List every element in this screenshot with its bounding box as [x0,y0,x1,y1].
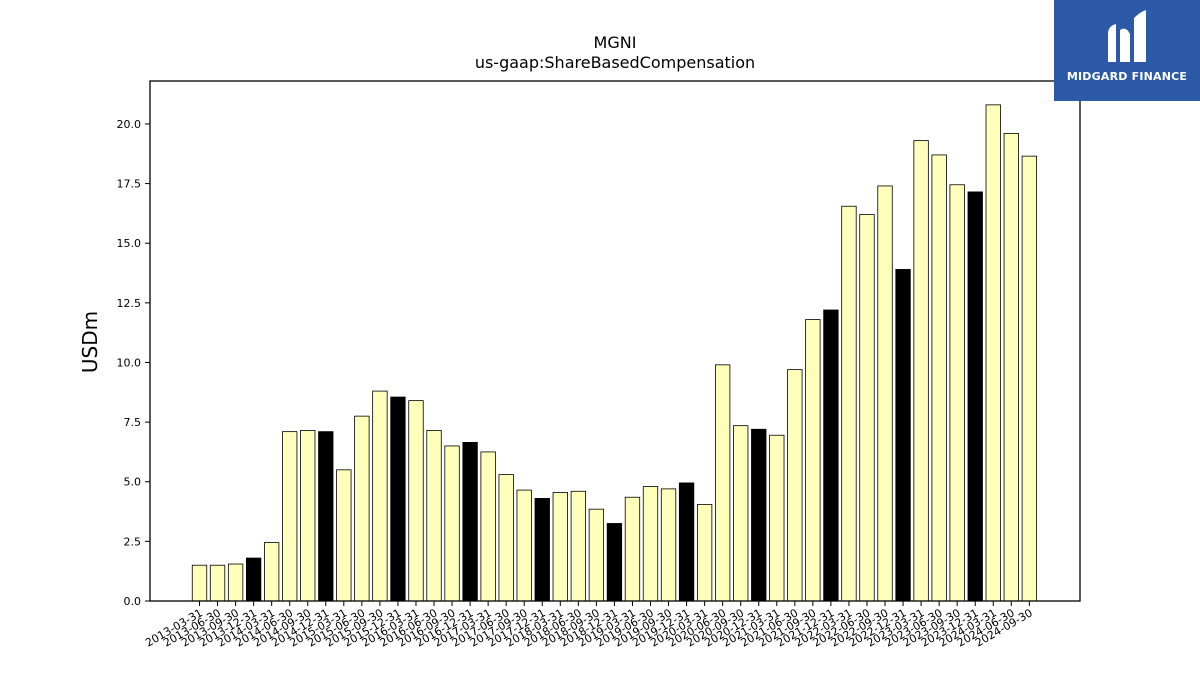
chart-subtitle: us-gaap:ShareBasedCompensation [475,53,755,72]
bar-2016-06-30 [426,430,442,602]
bar-2021-06-30 [787,369,803,602]
bar-2018-12-31 [606,523,623,602]
bar-2020-03-31 [696,503,713,602]
bar-2016-03-31 [408,400,424,602]
bar-2023-12-31 [967,191,983,602]
y-axis-label: USDm [78,311,102,373]
y-tick-label: 17.5 [117,178,142,191]
y-tick-label: 0.0 [124,595,142,608]
y-axis-ticks: 0.0 2.5 5.0 7.5 10.0 12.5 15.0 17.5 20.0 [117,118,150,608]
bar-2023-03-31 [913,140,929,602]
bar-2018-09-30 [588,508,605,602]
bar-2019-03-31 [624,496,641,602]
bar-2023-09-30 [949,184,965,602]
bar-2021-12-31 [823,309,839,602]
y-tick-label: 2.5 [124,535,142,548]
bar-2020-12-31 [751,428,767,602]
brand-logo: MIDGARD FINANCE [1054,0,1200,101]
bar-2013-09-30 [227,563,244,602]
y-tick-label: 5.0 [124,476,142,489]
bar-2020-09-30 [733,425,749,602]
bar-2013-06-30 [209,564,226,602]
bar-2017-12-31 [534,498,550,602]
bar-2015-03-31 [336,469,352,602]
y-tick-label: 15.0 [117,237,142,250]
y-tick-label: 7.5 [124,416,142,429]
bar-2019-06-30 [642,486,659,602]
bar-2020-06-30 [715,364,731,602]
bar-2024-09-30 [1021,155,1037,602]
bar-2022-06-30 [859,214,875,602]
bar-2023-06-30 [931,154,947,602]
bar-2024-03-31 [985,104,1001,602]
bar-2014-12-31 [318,431,334,602]
bar-2018-03-31 [552,492,568,602]
bar-2015-06-30 [354,415,370,602]
bar-2022-09-30 [877,185,893,602]
bar-2022-03-31 [841,205,857,602]
bar-2022-12-31 [895,269,911,602]
x-axis-ticks: 2013-03-312013-06-302013-09-302013-12-31… [143,601,1035,650]
bar-2021-03-31 [769,434,785,602]
bar-2014-03-31 [264,542,280,602]
bar-2021-09-30 [805,319,821,602]
bar-2018-06-30 [570,490,586,602]
bar-2015-12-31 [390,396,406,602]
logo-mark-icon [1108,10,1146,63]
y-tick-label: 12.5 [117,297,142,310]
y-tick-label: 20.0 [117,118,142,131]
bar-2013-03-31 [191,564,208,602]
bar-2015-09-30 [372,390,388,602]
brand-name: MIDGARD FINANCE [1066,70,1188,83]
chart-title: MGNI [594,33,637,52]
bar-2024-06-30 [1003,133,1019,602]
bar-2019-12-31 [678,482,695,602]
bar-2016-09-30 [444,445,460,602]
plot-frame [149,80,1081,602]
bar-2016-12-31 [462,441,478,602]
bar-2013-12-31 [245,557,262,602]
bar-2017-03-31 [480,451,496,602]
bar-2017-06-30 [498,474,514,602]
bar-2014-09-30 [300,430,316,602]
y-tick-label: 10.0 [117,356,142,369]
bar-2019-09-30 [660,488,677,602]
bars-group [191,104,1037,602]
bar-2014-06-30 [282,431,298,602]
bar-2017-09-30 [516,489,532,602]
